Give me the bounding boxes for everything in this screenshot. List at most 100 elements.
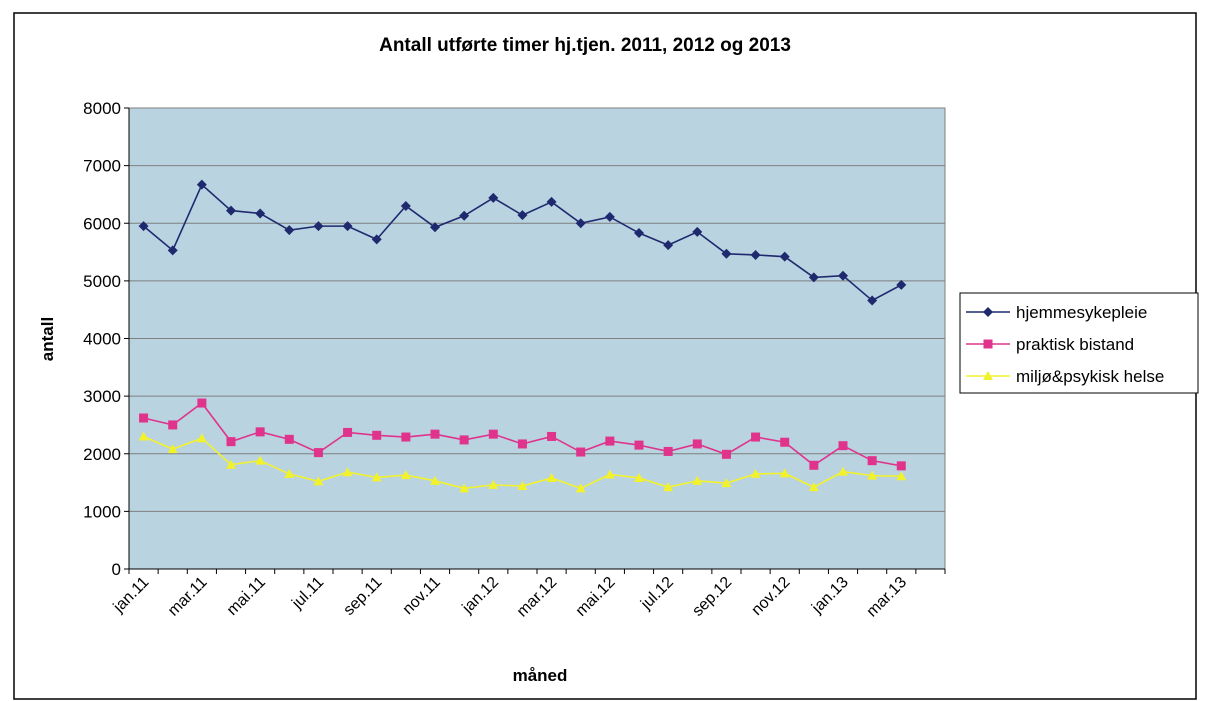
x-axis-label: måned bbox=[513, 666, 568, 685]
data-point bbox=[779, 251, 790, 262]
data-point bbox=[488, 479, 499, 489]
data-point bbox=[721, 478, 732, 488]
data-point bbox=[750, 249, 761, 260]
legend-label: hjemmesykepleie bbox=[1016, 303, 1147, 322]
legend: hjemmesykepleie praktisk bistand miljø&psy… bbox=[959, 292, 1199, 394]
data-point bbox=[750, 468, 761, 478]
legend-item: hjemmesykepleie bbox=[966, 303, 1147, 322]
y-tick-label: 3000 bbox=[83, 387, 121, 406]
series-group bbox=[138, 179, 907, 493]
data-point bbox=[488, 429, 498, 439]
data-point bbox=[634, 228, 644, 239]
data-point bbox=[546, 472, 557, 482]
y-axis: 0 1000 2000 3000 4000 5000 6000 7000 8000 bbox=[83, 99, 130, 579]
data-point bbox=[255, 208, 266, 219]
data-point bbox=[896, 471, 907, 481]
y-tick-label: 4000 bbox=[83, 330, 121, 349]
data-point bbox=[284, 468, 295, 478]
data-point bbox=[138, 431, 149, 441]
data-point bbox=[867, 470, 878, 480]
data-point bbox=[575, 218, 586, 229]
data-point bbox=[226, 437, 236, 447]
data-point bbox=[226, 459, 236, 469]
data-point bbox=[663, 240, 674, 251]
data-point bbox=[342, 467, 353, 477]
data-point bbox=[284, 225, 295, 236]
y-tick-label: 6000 bbox=[83, 214, 121, 233]
data-point bbox=[430, 222, 440, 233]
data-point bbox=[896, 461, 906, 471]
legend-marker bbox=[983, 339, 993, 349]
data-point bbox=[167, 444, 178, 454]
data-point bbox=[634, 472, 644, 482]
legend-marker bbox=[983, 371, 993, 380]
data-point bbox=[517, 210, 528, 221]
data-point bbox=[896, 279, 907, 290]
legend-marker bbox=[983, 307, 993, 317]
data-point bbox=[867, 295, 878, 306]
data-point bbox=[779, 468, 790, 478]
data-point bbox=[721, 248, 732, 259]
data-point bbox=[867, 456, 877, 466]
data-point bbox=[808, 482, 819, 492]
y-tick-label: 2000 bbox=[83, 445, 121, 464]
data-point bbox=[400, 200, 411, 211]
data-point bbox=[371, 234, 382, 245]
data-point bbox=[692, 439, 702, 449]
data-point bbox=[313, 476, 324, 486]
data-point bbox=[692, 475, 703, 485]
data-point bbox=[517, 439, 527, 449]
legend-label: miljø&psykisk helse bbox=[1016, 367, 1164, 386]
data-point bbox=[138, 221, 149, 232]
data-point bbox=[838, 466, 848, 476]
data-point bbox=[605, 436, 615, 446]
data-point bbox=[634, 440, 644, 450]
data-point bbox=[400, 470, 411, 480]
data-point bbox=[167, 245, 178, 256]
y-tick-label: 7000 bbox=[83, 157, 121, 176]
data-point bbox=[459, 210, 470, 221]
data-point bbox=[838, 441, 848, 451]
series-3 bbox=[138, 431, 907, 493]
data-point bbox=[139, 413, 149, 423]
data-point bbox=[575, 483, 586, 493]
data-point bbox=[808, 272, 819, 283]
data-point bbox=[547, 431, 557, 441]
legend-item: praktisk bistand bbox=[966, 335, 1134, 354]
chart-title: Antall utførte timer hj.tjen. 2011, 2012… bbox=[379, 35, 791, 56]
data-point bbox=[196, 179, 207, 190]
y-tick-label: 1000 bbox=[83, 502, 121, 521]
data-point bbox=[284, 434, 294, 444]
data-point bbox=[197, 398, 207, 408]
data-point bbox=[430, 475, 440, 485]
data-point bbox=[780, 437, 790, 447]
data-point bbox=[372, 430, 382, 440]
data-point bbox=[313, 448, 323, 458]
data-point bbox=[255, 455, 266, 465]
series-1 bbox=[138, 179, 907, 306]
data-point bbox=[168, 420, 178, 430]
data-point bbox=[401, 432, 411, 442]
y-tick-label: 5000 bbox=[83, 272, 121, 291]
data-point bbox=[196, 433, 207, 443]
y-tick-label: 8000 bbox=[83, 99, 121, 118]
data-point bbox=[459, 435, 469, 445]
data-point bbox=[604, 469, 615, 479]
series-2 bbox=[139, 398, 906, 471]
data-point bbox=[576, 447, 586, 457]
data-point bbox=[838, 270, 848, 281]
data-point bbox=[546, 196, 557, 207]
data-point bbox=[371, 472, 382, 482]
legend-label: praktisk bistand bbox=[1016, 335, 1134, 354]
data-point bbox=[255, 427, 265, 437]
y-tick-label: 0 bbox=[112, 560, 121, 579]
data-point bbox=[342, 221, 353, 232]
data-point bbox=[663, 482, 674, 492]
data-point bbox=[459, 483, 470, 493]
data-point bbox=[313, 221, 324, 232]
gridlines bbox=[129, 107, 945, 512]
data-point bbox=[721, 449, 731, 459]
legend-item: miljø&psykisk helse bbox=[966, 367, 1164, 386]
y-axis-label: antall bbox=[38, 317, 57, 361]
